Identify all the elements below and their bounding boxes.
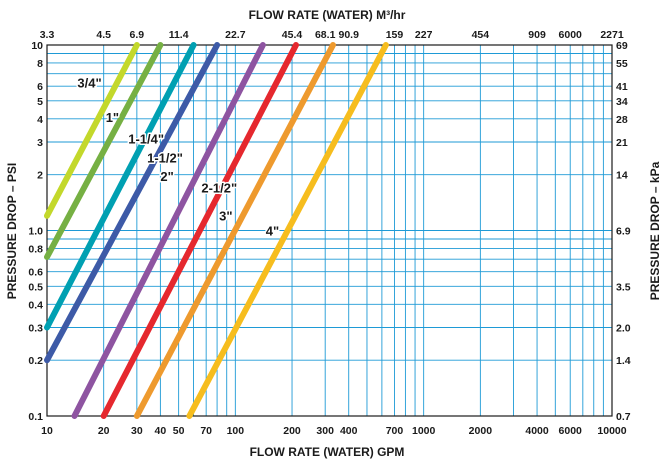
x2-tick-label: 2271 — [600, 29, 624, 41]
x2-tick-label: 90.9 — [339, 29, 360, 41]
series-labels: 3/4" 1" 1-1/4" 1-1/2" 2" 2-1/2" 3" 4" — [76, 74, 281, 240]
x2-tick-label: 6000 — [559, 29, 583, 41]
y-tick-label: 0.8 — [28, 243, 43, 255]
y2-tick-label: 28 — [616, 114, 628, 126]
x-tick-label: 70 — [200, 425, 212, 437]
series-lines — [44, 42, 389, 419]
x-tick-label: 1000 — [412, 425, 436, 437]
series-label: 4" — [266, 223, 279, 238]
series-label: 3" — [219, 209, 232, 224]
y2-tick-label: 2.0 — [616, 322, 631, 334]
y2-tick-label: 55 — [616, 58, 628, 70]
x2-tick-label: 68.1 — [315, 29, 336, 41]
series-label: 1-1/4" — [128, 131, 164, 146]
x-tick-label: 700 — [386, 425, 404, 437]
series-line — [100, 42, 299, 419]
x2-tick-label: 45.4 — [282, 29, 303, 41]
x2-tick-label: 4.5 — [96, 29, 111, 41]
y-tick-label: 4 — [37, 114, 43, 126]
x2-tick-label: 3.3 — [40, 29, 55, 41]
series-label: 1-1/2" — [147, 150, 183, 165]
y-tick-label: 5 — [37, 96, 43, 108]
series-line — [44, 42, 140, 219]
y-tick-label: 6 — [37, 81, 43, 93]
y2-axis-title: PRESSURE DROP – kPa — [648, 161, 662, 300]
series-line — [133, 42, 336, 419]
x-tick-label: 400 — [340, 425, 358, 437]
y2-tick-label: 34 — [616, 96, 628, 108]
x-tick-label: 40 — [155, 425, 167, 437]
x2-axis-title: FLOW RATE (WATER) M³/hr — [249, 8, 406, 22]
x-tick-label: 100 — [227, 425, 245, 437]
y2-tick-label: 1.4 — [616, 355, 631, 367]
series-line — [186, 42, 389, 419]
y-tick-label: 0.3 — [28, 322, 43, 334]
y2-tick-label: 69 — [616, 40, 628, 52]
y2-tick-label: 21 — [616, 137, 628, 149]
series-line — [44, 42, 164, 260]
x2-tick-label: 159 — [386, 29, 404, 41]
tick-labels: 10 20 30 40 50 70 100 200 300 400 700 1000 2000 4000 6… — [28, 29, 630, 437]
y2-tick-label: 6.9 — [616, 226, 631, 238]
series-label: 2-1/2" — [201, 181, 237, 196]
plot-frame — [46, 44, 613, 417]
series-label: 2" — [160, 169, 173, 184]
y-tick-label: 3 — [37, 137, 43, 149]
y-tick-label: 10 — [31, 40, 43, 52]
y-tick-label: 1.0 — [28, 226, 43, 238]
x2-tick-label: 454 — [472, 29, 490, 41]
y-tick-label: 2 — [37, 170, 43, 182]
x-tick-label: 30 — [131, 425, 143, 437]
x-tick-label: 10000 — [597, 425, 626, 437]
y2-tick-label: 3.5 — [616, 281, 631, 293]
x-tick-label: 10 — [41, 425, 53, 437]
series-line — [44, 42, 197, 331]
series-label: 3/4" — [77, 76, 101, 91]
y-tick-label: 0.2 — [28, 355, 43, 367]
y-tick-label: 0.1 — [28, 411, 43, 423]
x-tick-label: 2000 — [469, 425, 493, 437]
x-tick-label: 6000 — [559, 425, 583, 437]
y2-tick-label: 0.7 — [616, 411, 631, 423]
series-label: 1" — [106, 110, 119, 125]
grid — [47, 45, 612, 416]
y-tick-label: 0.4 — [28, 299, 43, 311]
x2-tick-label: 22.7 — [225, 29, 246, 41]
x2-tick-label: 11.4 — [169, 29, 189, 41]
x2-tick-label: 6.9 — [130, 29, 145, 41]
y-tick-label: 0.6 — [28, 267, 43, 279]
x-axis-title: FLOW RATE (WATER) GPM — [250, 445, 405, 459]
y2-tick-label: 14 — [616, 170, 628, 182]
x-tick-label: 50 — [173, 425, 185, 437]
series-line — [44, 42, 221, 364]
x-tick-label: 20 — [98, 425, 110, 437]
y-tick-label: 8 — [37, 58, 43, 70]
y-tick-label: 0.5 — [28, 281, 43, 293]
y-axis-title: PRESSURE DROP – PSI — [5, 163, 19, 300]
x-tick-label: 4000 — [525, 425, 549, 437]
x-tick-label: 300 — [316, 425, 334, 437]
x-tick-label: 200 — [283, 425, 301, 437]
x2-tick-label: 909 — [528, 29, 546, 41]
series-line — [71, 42, 266, 419]
x2-tick-label: 227 — [415, 29, 433, 41]
y2-tick-label: 41 — [616, 81, 628, 93]
